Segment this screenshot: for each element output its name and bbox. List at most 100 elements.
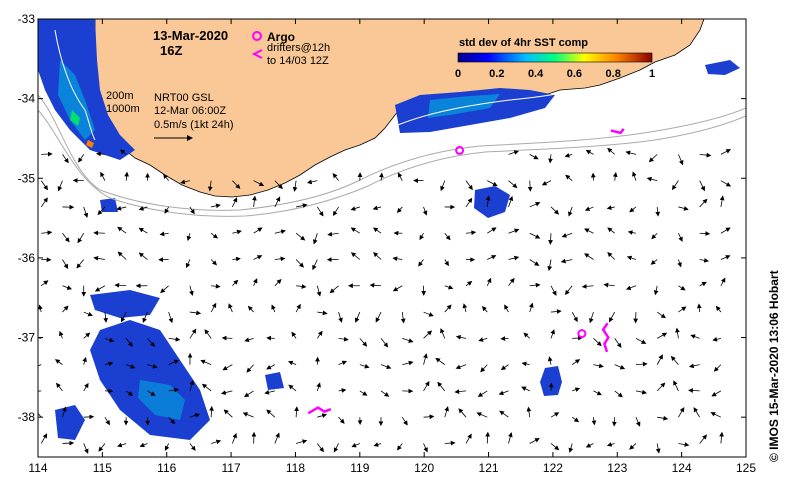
current-vector	[232, 256, 241, 262]
current-vector	[288, 360, 297, 366]
current-vector	[593, 338, 602, 347]
current-vector	[699, 152, 712, 158]
current-vector	[678, 306, 687, 313]
current-vector	[591, 417, 597, 426]
current-vector	[720, 277, 726, 286]
current-vector	[189, 328, 197, 339]
current-vector	[40, 197, 48, 208]
current-vector	[688, 363, 700, 369]
current-vector	[232, 279, 239, 287]
current-vector	[247, 305, 254, 313]
current-vector	[523, 332, 531, 339]
current-vector	[55, 359, 63, 365]
current-vector	[232, 229, 242, 235]
current-vector	[699, 180, 705, 192]
current-vector	[189, 413, 200, 418]
current-vector	[688, 388, 700, 393]
current-vector	[62, 259, 69, 269]
current-vector	[372, 205, 382, 211]
current-vector	[465, 433, 472, 444]
current-vector	[572, 387, 581, 392]
current-vector	[59, 330, 64, 339]
current-vector	[607, 147, 615, 155]
current-vector	[478, 337, 488, 342]
current-vector	[629, 443, 637, 450]
current-vector	[504, 304, 509, 313]
current-vector	[253, 255, 263, 260]
current-vector	[104, 337, 115, 343]
current-vector	[312, 233, 318, 245]
current-vector	[571, 359, 581, 365]
isobath-1000-label: 1000m	[106, 103, 140, 115]
current-vector	[541, 180, 552, 186]
current-vector	[529, 438, 540, 444]
current-vector	[242, 412, 254, 418]
current-vector	[584, 206, 594, 211]
current-vector	[444, 304, 452, 313]
drifter-marker-icon	[251, 49, 263, 59]
current-vector	[655, 206, 661, 217]
current-vector	[295, 439, 308, 444]
current-vector	[521, 361, 530, 367]
argo-marker-icon	[252, 31, 262, 41]
current-vector	[485, 195, 491, 207]
current-vector	[338, 388, 347, 393]
current-vector	[338, 336, 349, 342]
current-vector	[710, 412, 722, 418]
current-vector	[711, 390, 722, 397]
current-vector	[677, 259, 682, 268]
current-vector	[83, 332, 91, 339]
current-vector	[699, 434, 707, 444]
current-vector	[699, 281, 707, 287]
colorbar-title: std dev of 4hr SST comp	[459, 37, 588, 49]
current-vector	[589, 311, 594, 324]
current-vector	[507, 432, 513, 444]
current-vector	[116, 205, 127, 211]
current-vector	[655, 443, 661, 454]
current-vector	[568, 443, 574, 453]
colorbar-ramp	[457, 52, 653, 63]
current-vector	[690, 334, 700, 339]
current-vector	[419, 233, 424, 241]
current-vector	[444, 259, 449, 267]
current-vector	[487, 255, 497, 260]
current-vector	[458, 408, 467, 418]
drifter-tracks	[307, 128, 625, 415]
current-vector	[423, 353, 428, 365]
current-vector	[350, 227, 361, 234]
current-vector	[380, 390, 390, 397]
current-vector	[423, 311, 434, 317]
current-vector	[561, 232, 573, 238]
current-vector	[423, 380, 430, 392]
current-vector	[189, 285, 194, 296]
current-vector	[120, 311, 127, 323]
current-vector	[632, 171, 637, 181]
current-vector	[607, 252, 615, 260]
current-vector	[317, 443, 324, 453]
current-vector	[585, 443, 594, 448]
current-vector	[423, 443, 428, 453]
current-vector	[635, 337, 647, 344]
isobath-200-label: 200m	[106, 90, 134, 102]
current-vector	[481, 306, 488, 313]
current-vector	[550, 285, 557, 296]
current-vector	[477, 390, 488, 397]
current-vector	[147, 390, 156, 397]
current-vector	[38, 304, 43, 313]
current-vector	[211, 439, 222, 445]
current-vector	[581, 284, 594, 289]
current-vector	[97, 206, 106, 216]
current-vector	[180, 179, 190, 185]
current-vector	[720, 255, 731, 260]
current-vector	[528, 302, 534, 313]
current-vector	[117, 226, 127, 234]
current-vector	[83, 206, 89, 218]
current-vector	[656, 382, 666, 392]
current-vector	[529, 282, 541, 288]
current-vector	[440, 180, 446, 192]
current-vector	[168, 387, 180, 393]
current-vector	[656, 332, 668, 339]
lon-tick-label: 125	[736, 461, 756, 475]
lon-tick-label: 114	[28, 461, 47, 475]
current-vector	[252, 278, 258, 286]
